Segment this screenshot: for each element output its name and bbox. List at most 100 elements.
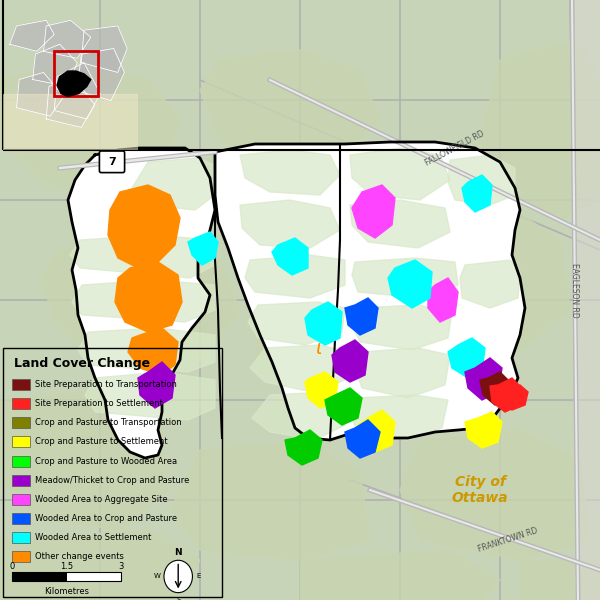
- Polygon shape: [420, 200, 570, 350]
- Polygon shape: [85, 372, 215, 420]
- Polygon shape: [128, 328, 178, 375]
- Polygon shape: [0, 390, 170, 530]
- Text: Crop and Pasture to Wooded Area: Crop and Pasture to Wooded Area: [35, 457, 177, 466]
- Text: Meadow/Thicket to Crop and Pasture: Meadow/Thicket to Crop and Pasture: [35, 476, 189, 485]
- Polygon shape: [400, 430, 590, 560]
- Polygon shape: [285, 430, 322, 465]
- Polygon shape: [72, 280, 215, 322]
- Text: 7: 7: [108, 157, 116, 167]
- Polygon shape: [502, 385, 528, 410]
- Bar: [12, 572, 67, 581]
- Polygon shape: [17, 73, 64, 116]
- Bar: [67, 572, 121, 581]
- Text: Wooded Area to Aggregate Site: Wooded Area to Aggregate Site: [35, 495, 167, 504]
- Text: Site Preparation to Settlement: Site Preparation to Settlement: [35, 399, 163, 408]
- Polygon shape: [325, 388, 362, 425]
- Text: City of
Ottawa: City of Ottawa: [452, 475, 508, 505]
- Bar: [55, 52, 97, 97]
- Polygon shape: [575, 0, 600, 600]
- Polygon shape: [480, 372, 510, 405]
- Bar: [12, 513, 31, 524]
- Polygon shape: [332, 340, 368, 382]
- Text: 3: 3: [119, 562, 124, 571]
- Text: ι: ι: [314, 338, 322, 358]
- Polygon shape: [3, 94, 138, 150]
- Polygon shape: [33, 44, 77, 86]
- Text: Wooded Area to Settlement: Wooded Area to Settlement: [35, 533, 151, 542]
- Bar: [12, 532, 31, 543]
- Circle shape: [164, 560, 193, 593]
- Text: E: E: [196, 574, 200, 580]
- Polygon shape: [352, 305, 452, 350]
- Polygon shape: [170, 440, 370, 560]
- Polygon shape: [68, 148, 215, 458]
- Polygon shape: [55, 62, 100, 119]
- Bar: [12, 572, 121, 581]
- Text: S: S: [176, 597, 181, 600]
- Text: 0: 0: [9, 562, 14, 571]
- Bar: [12, 436, 31, 448]
- Polygon shape: [352, 258, 458, 298]
- Polygon shape: [305, 372, 338, 408]
- Polygon shape: [78, 328, 215, 372]
- Polygon shape: [272, 238, 308, 275]
- Bar: [12, 551, 31, 562]
- Polygon shape: [448, 155, 515, 205]
- Polygon shape: [250, 345, 348, 392]
- Polygon shape: [138, 362, 175, 408]
- Polygon shape: [352, 185, 395, 238]
- Text: FALLOWFIELD RD: FALLOWFIELD RD: [424, 128, 486, 167]
- Text: N: N: [175, 548, 182, 557]
- Polygon shape: [350, 395, 448, 440]
- Polygon shape: [77, 49, 125, 101]
- Polygon shape: [240, 150, 340, 195]
- Text: Crop and Pasture to Transportation: Crop and Pasture to Transportation: [35, 418, 181, 427]
- Text: Kilometres: Kilometres: [44, 587, 89, 596]
- Polygon shape: [490, 378, 522, 412]
- Polygon shape: [44, 20, 91, 58]
- Polygon shape: [40, 230, 240, 370]
- Polygon shape: [46, 77, 95, 127]
- Text: Wooded Area to Crop and Pasture: Wooded Area to Crop and Pasture: [35, 514, 177, 523]
- Text: Crop and Pasture to Settlement: Crop and Pasture to Settlement: [35, 437, 167, 446]
- Polygon shape: [358, 410, 395, 452]
- Text: Other change events: Other change events: [35, 553, 124, 562]
- Polygon shape: [480, 40, 600, 220]
- Polygon shape: [57, 71, 91, 97]
- Polygon shape: [460, 260, 520, 308]
- Polygon shape: [215, 142, 525, 440]
- Text: Land Cover Change: Land Cover Change: [14, 357, 150, 370]
- Polygon shape: [520, 560, 600, 600]
- Polygon shape: [108, 185, 180, 268]
- Bar: [12, 398, 31, 409]
- Bar: [12, 455, 31, 467]
- Polygon shape: [0, 60, 180, 200]
- FancyBboxPatch shape: [100, 151, 125, 173]
- Bar: [12, 417, 31, 428]
- Polygon shape: [10, 20, 55, 51]
- Polygon shape: [245, 255, 345, 298]
- Polygon shape: [345, 298, 378, 335]
- Polygon shape: [428, 278, 458, 322]
- Polygon shape: [70, 235, 215, 278]
- Polygon shape: [350, 148, 450, 200]
- Polygon shape: [252, 392, 350, 440]
- Text: W: W: [154, 574, 160, 580]
- Bar: [12, 379, 31, 390]
- Polygon shape: [300, 550, 500, 600]
- Polygon shape: [250, 270, 450, 410]
- Polygon shape: [462, 175, 492, 212]
- Polygon shape: [448, 338, 485, 378]
- Polygon shape: [115, 262, 182, 332]
- Bar: [12, 494, 31, 505]
- Polygon shape: [188, 232, 218, 265]
- Polygon shape: [465, 358, 502, 400]
- Text: Site Preparation to Transportation: Site Preparation to Transportation: [35, 380, 176, 389]
- Polygon shape: [240, 200, 340, 248]
- Bar: [12, 475, 31, 485]
- Polygon shape: [465, 412, 502, 448]
- Text: FRANKTOWN RD: FRANKTOWN RD: [477, 526, 539, 554]
- Polygon shape: [388, 260, 432, 308]
- Polygon shape: [0, 530, 200, 600]
- Polygon shape: [200, 50, 380, 170]
